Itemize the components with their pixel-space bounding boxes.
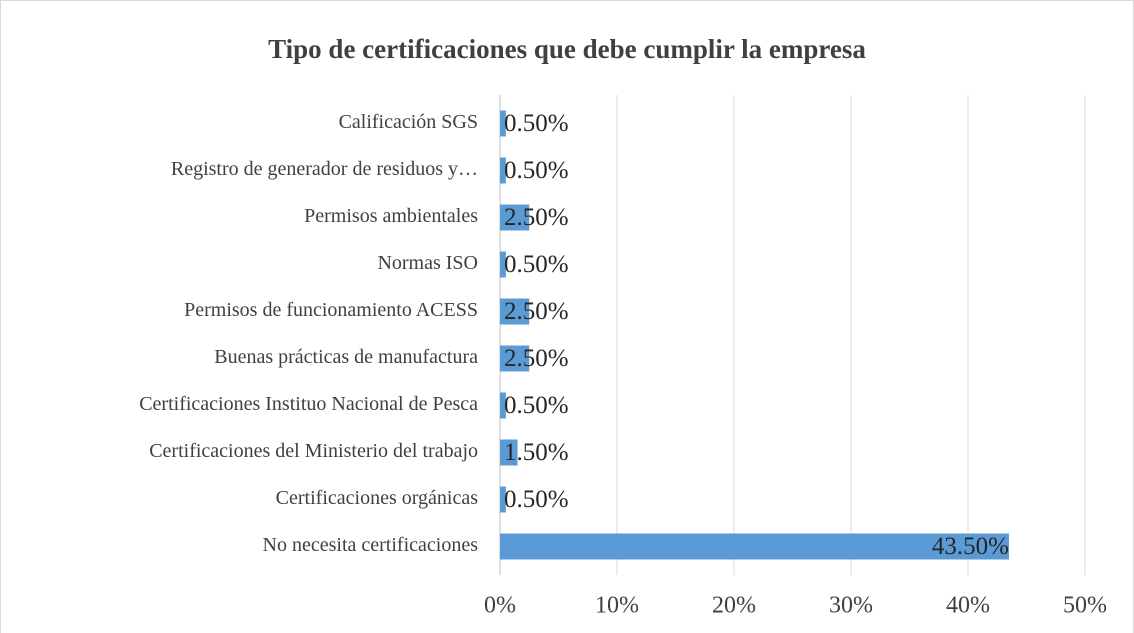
y-tick-label: Calificación SGS (339, 111, 478, 133)
bar (500, 298, 530, 325)
value-label: 0.50% (504, 251, 569, 278)
value-label: 2.50% (504, 298, 569, 325)
bar (500, 486, 506, 513)
y-tick-label: Certificaciones del Ministerio del traba… (149, 440, 478, 462)
bar (500, 157, 506, 184)
x-tick-label: 20% (712, 593, 756, 619)
bar (500, 439, 518, 466)
y-tick-label: No necesita certificaciones (263, 534, 479, 556)
value-label: 2.50% (504, 204, 569, 231)
value-label: 0.50% (504, 392, 569, 419)
value-label: 0.50% (504, 486, 569, 513)
bar (500, 204, 530, 231)
x-tick-label: 40% (946, 593, 990, 619)
bar (500, 110, 506, 137)
x-tick-label: 10% (595, 593, 639, 619)
value-label: 0.50% (504, 110, 569, 137)
value-label: 2.50% (504, 345, 569, 372)
y-tick-label: Permisos de funcionamiento ACESS (184, 299, 478, 321)
bar (500, 533, 1009, 560)
bar (500, 345, 530, 372)
x-tick-label: 50% (1063, 593, 1107, 619)
value-label: 1.50% (504, 439, 569, 466)
bar (500, 392, 506, 419)
y-tick-label: Registro de generador de residuos y… (171, 158, 478, 180)
y-tick-label: Buenas prácticas de manufactura (214, 346, 478, 368)
x-tick-label: 0% (484, 593, 516, 619)
value-label: 43.50% (932, 533, 1009, 560)
y-tick-label: Normas ISO (377, 252, 478, 274)
y-tick-label: Certificaciones orgánicas (276, 487, 479, 509)
y-tick-label: Permisos ambientales (304, 205, 478, 227)
value-label: 0.50% (504, 157, 569, 184)
chart-title: Tipo de certificaciones que debe cumplir… (268, 34, 866, 64)
x-tick-label: 30% (829, 593, 873, 619)
bar (500, 251, 506, 278)
y-tick-label: Certificaciones Instituo Nacional de Pes… (139, 393, 478, 415)
